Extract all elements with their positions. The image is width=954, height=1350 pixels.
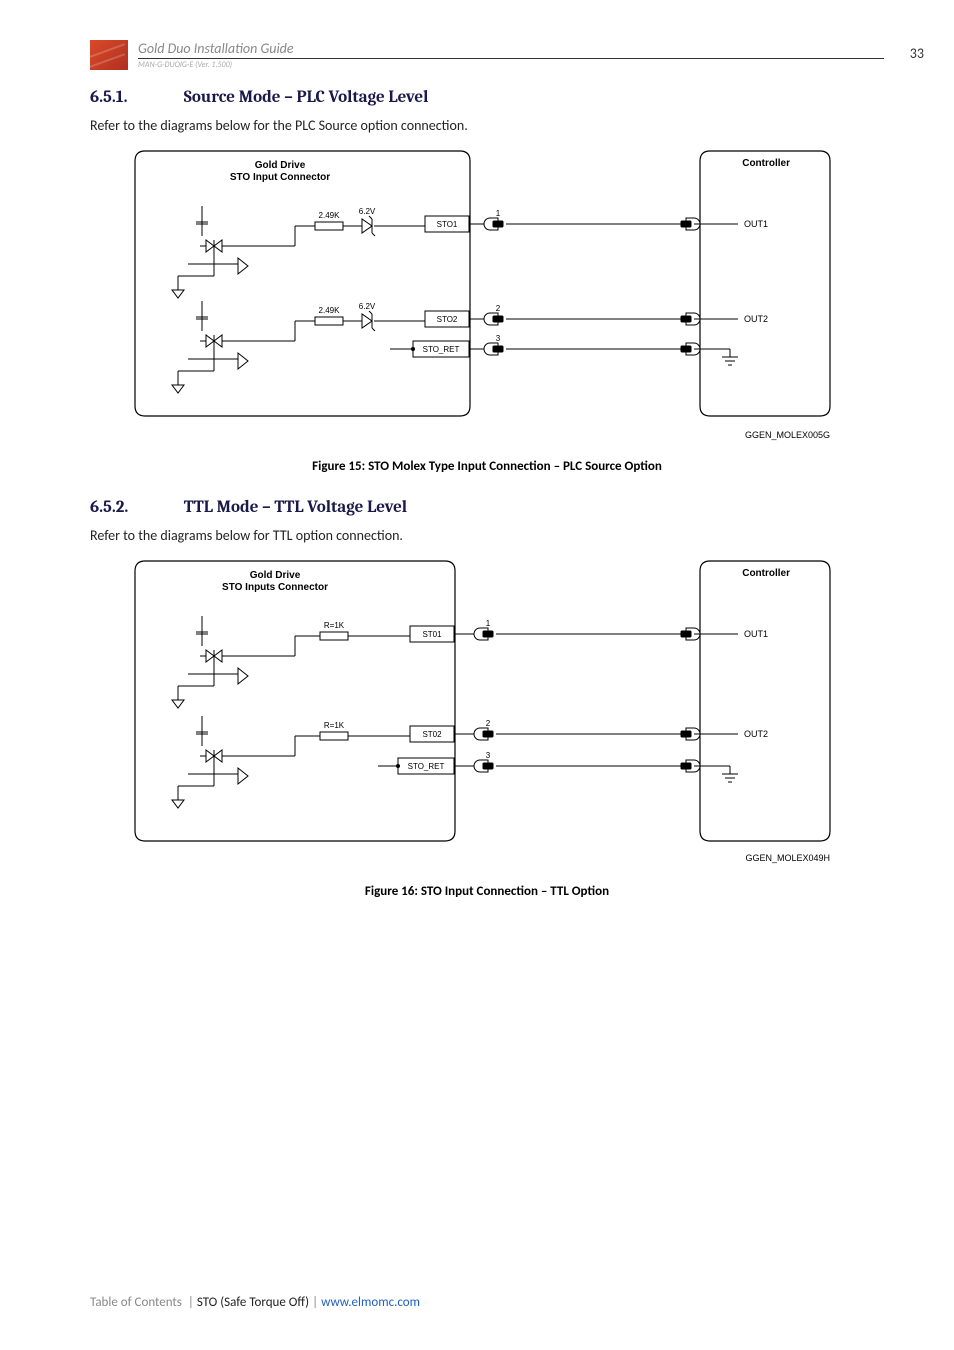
svg-text:3: 3 xyxy=(496,334,501,343)
section-title: TTL Mode – TTL Voltage Level xyxy=(184,498,407,517)
svg-text:6.2V: 6.2V xyxy=(359,302,376,311)
svg-text:Gold Drive: Gold Drive xyxy=(255,160,306,171)
section-6-5-1-heading: 6.5.1. Source Mode – PLC Voltage Level xyxy=(90,88,884,107)
svg-text:6.2V: 6.2V xyxy=(359,207,376,216)
section-num: 6.5.1. xyxy=(90,88,180,107)
svg-text:2: 2 xyxy=(486,719,491,728)
svg-text:ST01: ST01 xyxy=(422,630,442,639)
svg-text:Controller: Controller xyxy=(742,568,790,579)
svg-text:OUT2: OUT2 xyxy=(744,729,768,739)
svg-text:OUT2: OUT2 xyxy=(744,314,768,324)
svg-text:Controller: Controller xyxy=(742,158,790,169)
svg-text:STO2: STO2 xyxy=(437,315,458,324)
svg-text:GGEN_MOLEX049H: GGEN_MOLEX049H xyxy=(745,853,830,863)
section-6-5-1-intro: Refer to the diagrams below for the PLC … xyxy=(90,117,884,134)
section-num: 6.5.2. xyxy=(90,498,180,517)
figure-15-diagram: Gold DriveSTO Input Connector Controller 2… xyxy=(130,146,884,451)
svg-text:2.49K: 2.49K xyxy=(319,211,341,220)
footer-link[interactable]: www.elmomc.com xyxy=(321,1295,420,1310)
figure-15-caption: Figure 15: STO Molex Type Input Connecti… xyxy=(90,459,884,474)
svg-text:STO Input Connector: STO Input Connector xyxy=(230,172,330,183)
section-6-5-2-heading: 6.5.2. TTL Mode – TTL Voltage Level xyxy=(90,498,884,517)
section-title: Source Mode – PLC Voltage Level xyxy=(184,88,429,107)
header-text-block: Gold Duo Installation Guide MAN-G-DUOIG-… xyxy=(138,40,884,70)
svg-text:GGEN_MOLEX005G: GGEN_MOLEX005G xyxy=(745,430,830,440)
svg-text:STO_RET: STO_RET xyxy=(423,345,460,354)
svg-text:3: 3 xyxy=(486,751,491,760)
figure-16-diagram: Gold DriveSTO Inputs Connector Controller… xyxy=(130,556,884,876)
section-6-5-2-intro: Refer to the diagrams below for TTL opti… xyxy=(90,527,884,544)
footer-sep: | xyxy=(312,1295,318,1310)
svg-text:2: 2 xyxy=(496,304,501,313)
footer-sep: | xyxy=(188,1295,194,1310)
footer-chapter: STO (Safe Torque Off) xyxy=(197,1295,309,1310)
page-number: 33 xyxy=(910,45,924,62)
svg-text:R=1K: R=1K xyxy=(324,721,345,730)
svg-text:Gold Drive: Gold Drive xyxy=(250,570,301,581)
svg-text:STO1: STO1 xyxy=(437,220,458,229)
svg-text:1: 1 xyxy=(496,209,501,218)
svg-text:2.49K: 2.49K xyxy=(319,306,341,315)
figure-16-caption: Figure 16: STO Input Connection – TTL Op… xyxy=(90,884,884,899)
svg-text:R=1K: R=1K xyxy=(324,621,345,630)
svg-text:STO_RET: STO_RET xyxy=(408,762,445,771)
svg-text:STO Inputs Connector: STO Inputs Connector xyxy=(222,582,328,593)
svg-text:1: 1 xyxy=(486,619,491,628)
brand-logo xyxy=(90,40,128,70)
doc-title: Gold Duo Installation Guide xyxy=(138,40,884,59)
svg-text:ST02: ST02 xyxy=(422,730,442,739)
page-header: Gold Duo Installation Guide MAN-G-DUOIG-… xyxy=(90,40,884,70)
svg-text:OUT1: OUT1 xyxy=(744,629,768,639)
footer-toc[interactable]: Table of Contents xyxy=(90,1295,182,1310)
svg-text:OUT1: OUT1 xyxy=(744,219,768,229)
doc-version: MAN-G-DUOIG-E (Ver. 1.500) xyxy=(138,60,884,70)
page-footer: Table of Contents |STO (Safe Torque Off)… xyxy=(90,1295,420,1310)
